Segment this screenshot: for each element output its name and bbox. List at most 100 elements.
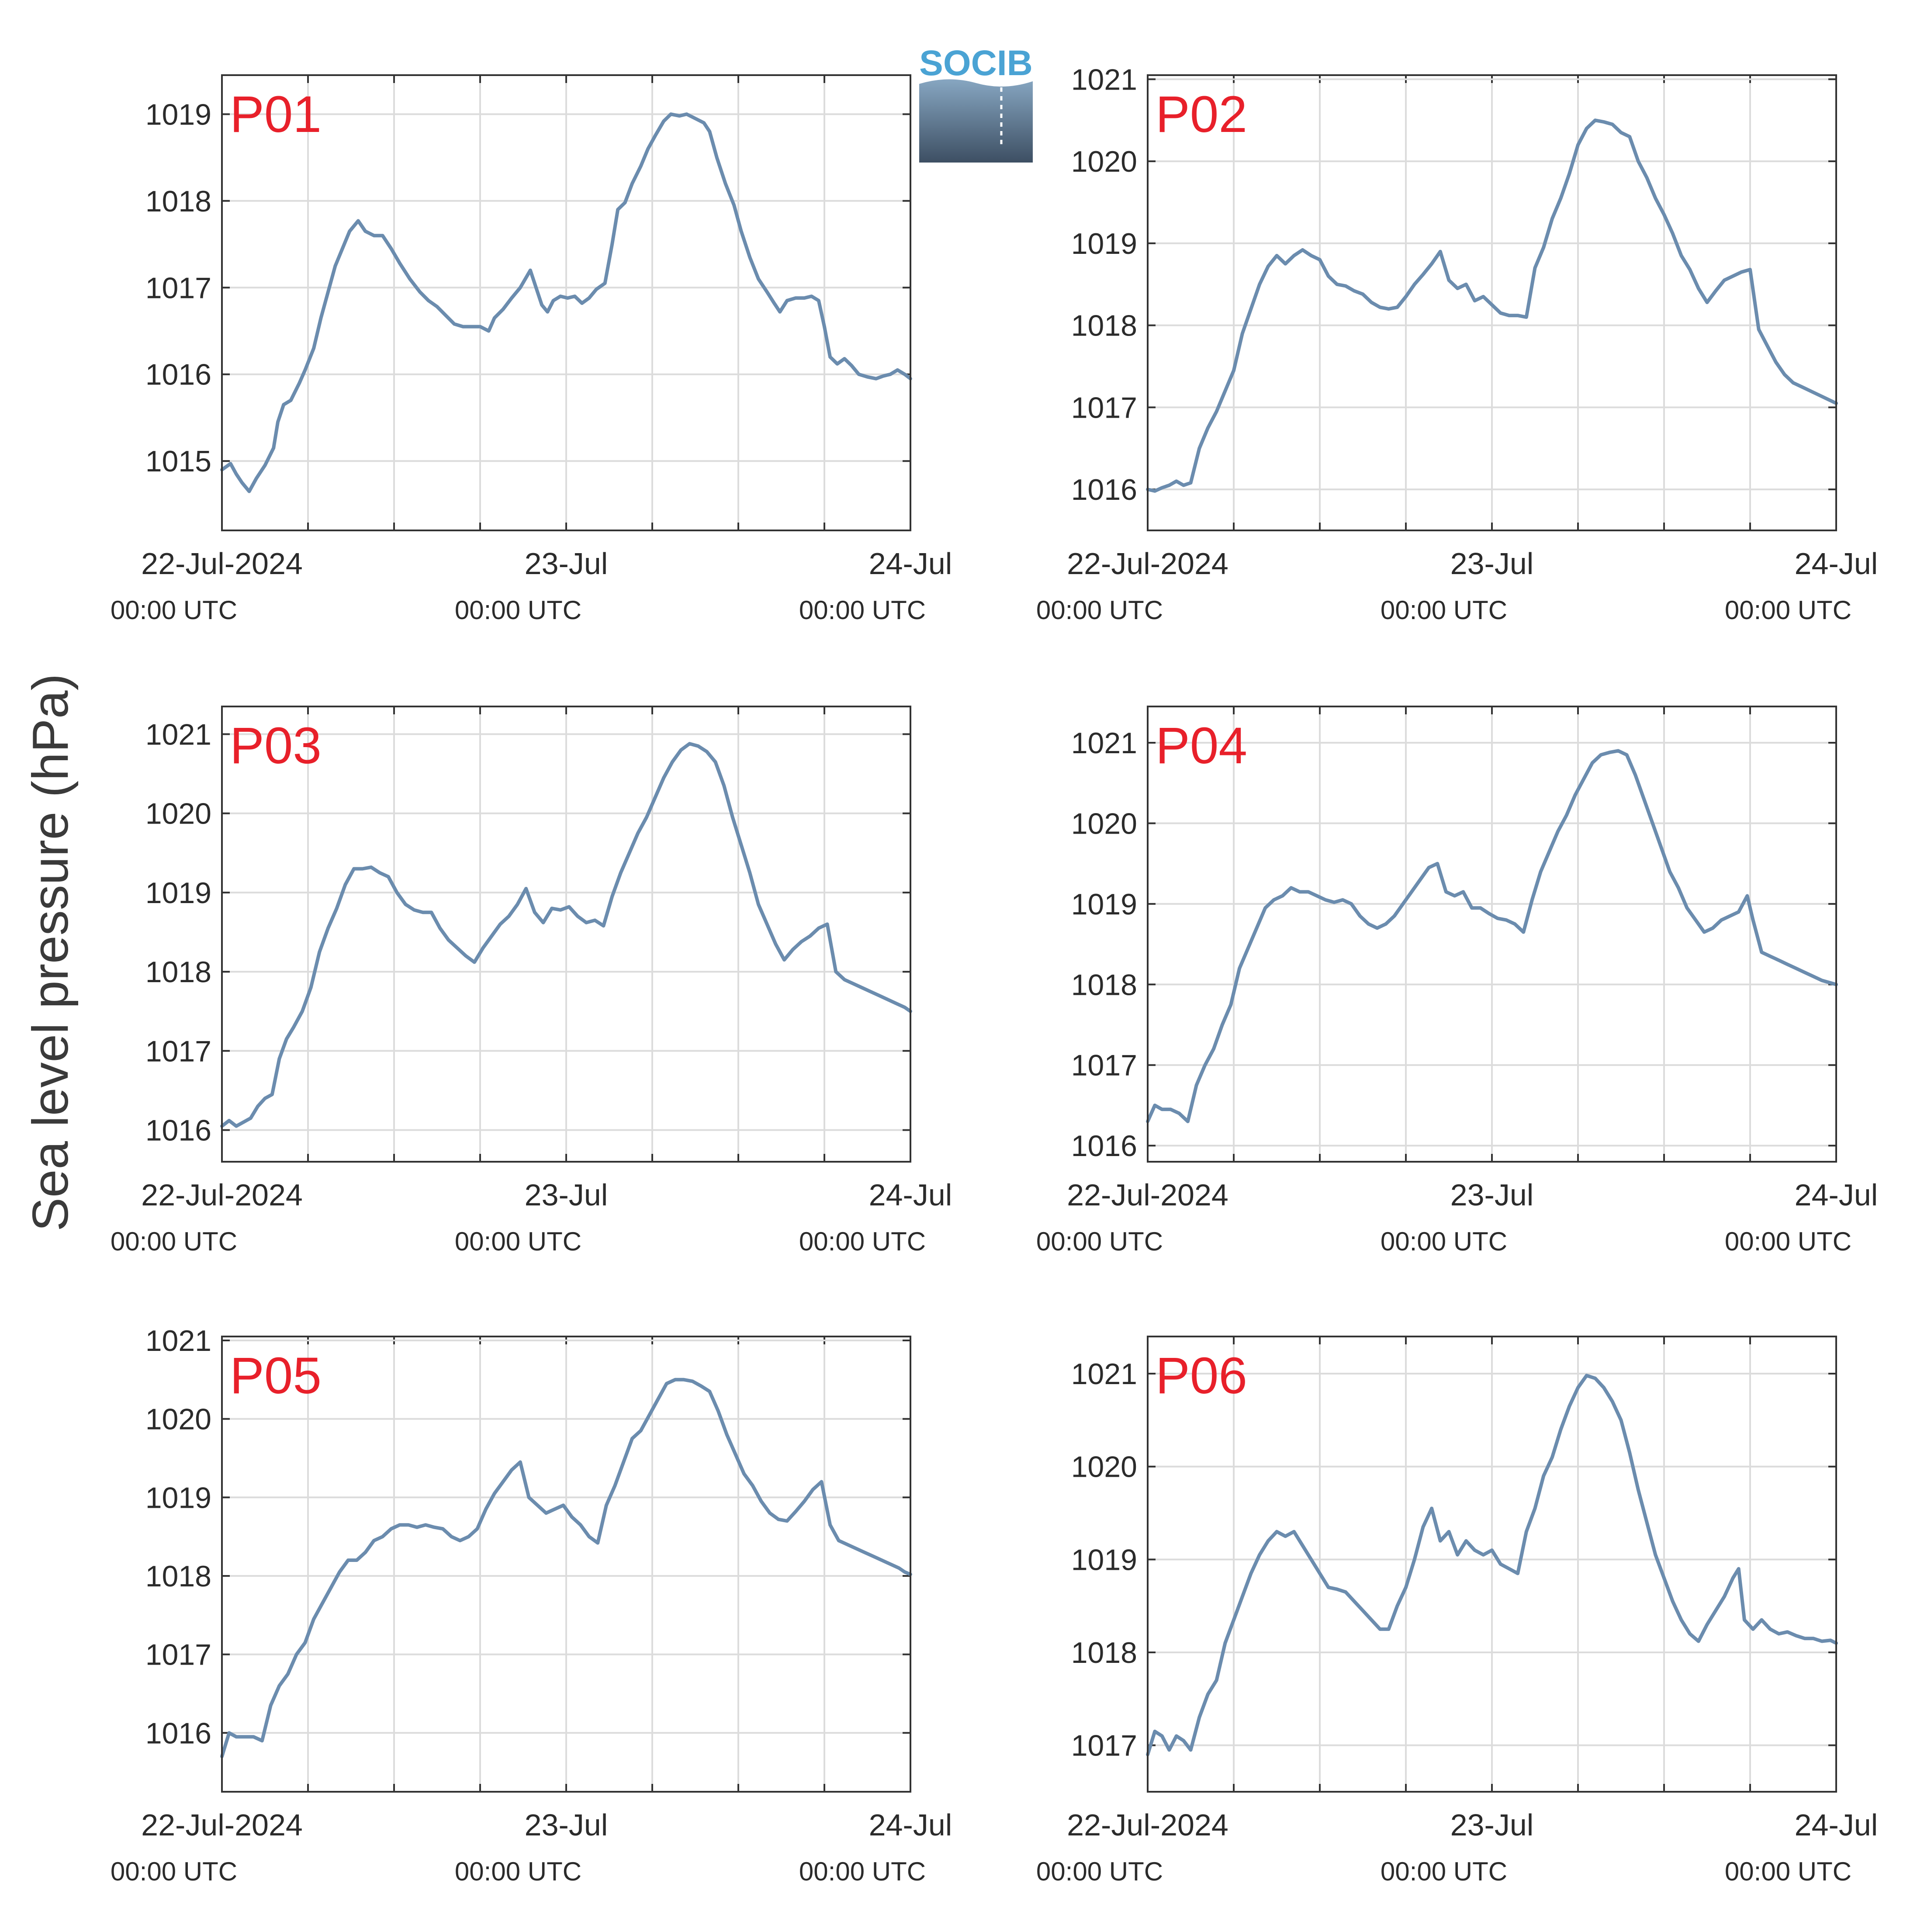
x-tick-label-time: 00:00 UTC: [1381, 596, 1507, 625]
y-tick-label: 1020: [1071, 1451, 1137, 1484]
y-tick-label: 1019: [145, 876, 211, 910]
y-tick-label: 1017: [145, 271, 211, 305]
y-tick-label: 1016: [1071, 1129, 1137, 1163]
y-tick-label: 1019: [1071, 227, 1137, 260]
x-tick-label-time: 00:00 UTC: [111, 1227, 237, 1256]
x-tick-label-date: 23-Jul: [525, 1808, 608, 1842]
y-tick-label: 1016: [145, 358, 211, 391]
y-tick-label: 1017: [145, 1035, 211, 1068]
y-tick-label: 1017: [1071, 1729, 1137, 1762]
x-tick-label-date: 22-Jul-2024: [141, 547, 303, 581]
y-tick-label: 1019: [1071, 888, 1137, 921]
panel-p04: 1016 1017 1018 1019 1020 1021 P04 22-Jul-2024 00…: [1036, 706, 1878, 1256]
panels: 1015 1016 1017 1018 1019 P01 22-Jul-2024 00:00 …: [111, 63, 1878, 1886]
y-tick-label: 1017: [1071, 391, 1137, 424]
x-tick-label-time: 00:00 UTC: [455, 1857, 581, 1886]
y-tick-label: 1019: [145, 98, 211, 131]
y-tick-label: 1016: [145, 1717, 211, 1750]
x-tick-label-date: 24-Jul: [1795, 547, 1878, 581]
x-tick-label-time: 00:00 UTC: [1725, 1857, 1851, 1886]
x-tick-label-date: 24-Jul: [1795, 1808, 1878, 1842]
x-tick-label-date: 24-Jul: [869, 1808, 952, 1842]
x-tick-label-time: 00:00 UTC: [1036, 1227, 1163, 1256]
y-tick-label: 1021: [1071, 727, 1137, 760]
logo-text: SOCIB: [919, 43, 1033, 83]
panel-label: P05: [230, 1347, 322, 1405]
y-tick-label: 1020: [1071, 807, 1137, 840]
y-tick-label: 1021: [145, 1324, 211, 1357]
axes-frame: [1147, 706, 1837, 1163]
y-tick-label: 1019: [145, 1481, 211, 1514]
x-tick-label-date: 24-Jul: [869, 1178, 952, 1212]
axes-frame: [1147, 1336, 1837, 1793]
x-tick-label-time: 00:00 UTC: [1381, 1227, 1507, 1256]
y-tick-label: 1016: [1071, 473, 1137, 506]
x-tick-label-date: 23-Jul: [525, 547, 608, 581]
y-tick-label: 1020: [145, 1403, 211, 1436]
pressure-line: [1146, 1374, 1838, 1756]
x-tick-label-time: 00:00 UTC: [1036, 1857, 1163, 1886]
y-tick-label: 1018: [1071, 1636, 1137, 1669]
panel-label: P01: [230, 86, 322, 143]
y-axis-label: Sea level pressure (hPa): [22, 674, 79, 1232]
x-tick-label-date: 22-Jul-2024: [141, 1808, 303, 1842]
x-tick-label-date: 22-Jul-2024: [1067, 1808, 1228, 1842]
y-tick-label: 1018: [145, 956, 211, 989]
x-tick-label-time: 00:00 UTC: [799, 596, 926, 625]
panel-label: P06: [1156, 1347, 1247, 1405]
panel-p02: 1016 1017 1018 1019 1020 1021 P02 22-Jul-2024 00…: [1036, 63, 1878, 625]
x-tick-label-date: 22-Jul-2024: [141, 1178, 303, 1212]
x-tick-label-date: 22-Jul-2024: [1067, 1178, 1228, 1212]
y-tick-label: 1019: [1071, 1543, 1137, 1576]
axes-frame: [221, 706, 911, 1163]
y-tick-label: 1018: [145, 185, 211, 218]
axes-frame: [221, 1336, 911, 1793]
axes-frame: [221, 74, 911, 531]
panel-label: P03: [230, 717, 322, 775]
y-tick-label: 1015: [145, 445, 211, 478]
panel-p06: 1017 1018 1019 1020 1021 P06 22-Jul-2024 00:00 …: [1036, 1336, 1878, 1886]
socib-logo: SOCIB: [919, 43, 1033, 163]
x-tick-label-time: 00:00 UTC: [455, 1227, 581, 1256]
y-tick-label: 1021: [1071, 1357, 1137, 1391]
x-tick-label-time: 00:00 UTC: [1381, 1857, 1507, 1886]
x-tick-label-time: 00:00 UTC: [111, 1857, 237, 1886]
x-tick-label-date: 24-Jul: [869, 547, 952, 581]
x-tick-label-date: 23-Jul: [525, 1178, 608, 1212]
pressure-line: [1146, 749, 1838, 1123]
x-tick-label-date: 24-Jul: [1795, 1178, 1878, 1212]
panel-p01: 1015 1016 1017 1018 1019 P01 22-Jul-2024 00:00 …: [111, 74, 952, 625]
y-tick-label: 1018: [1071, 968, 1137, 1001]
panel-label: P02: [1156, 86, 1247, 143]
axes-frame: [1147, 74, 1837, 531]
y-tick-label: 1021: [1071, 63, 1137, 96]
pressure-line: [1146, 118, 1838, 493]
x-tick-label-time: 00:00 UTC: [1725, 596, 1851, 625]
x-tick-label-time: 00:00 UTC: [111, 596, 237, 625]
y-tick-label: 1021: [145, 718, 211, 751]
y-tick-label: 1017: [145, 1638, 211, 1672]
panel-p05: 1016 1017 1018 1019 1020 1021 P05 22-Jul-2024 00…: [111, 1324, 952, 1886]
x-tick-label-time: 00:00 UTC: [1036, 596, 1163, 625]
y-tick-label: 1016: [145, 1114, 211, 1147]
x-tick-label-date: 22-Jul-2024: [1067, 547, 1228, 581]
panel-label: P04: [1156, 717, 1247, 775]
y-tick-label: 1020: [1071, 145, 1137, 178]
x-tick-label-date: 23-Jul: [1450, 1178, 1534, 1212]
x-tick-label-time: 00:00 UTC: [455, 596, 581, 625]
pressure-line: [220, 112, 912, 493]
panel-p03: 1016 1017 1018 1019 1020 1021 P03 22-Jul-2024 00…: [111, 706, 952, 1256]
y-tick-label: 1018: [1071, 309, 1137, 343]
pressure-line: [220, 742, 912, 1128]
x-tick-label-time: 00:00 UTC: [799, 1227, 926, 1256]
logo-wave: [919, 70, 1033, 87]
x-tick-label-time: 00:00 UTC: [1725, 1227, 1851, 1256]
x-tick-label-date: 23-Jul: [1450, 547, 1534, 581]
y-tick-label: 1017: [1071, 1049, 1137, 1082]
x-tick-label-time: 00:00 UTC: [799, 1857, 926, 1886]
pressure-line: [220, 1378, 912, 1759]
y-tick-label: 1020: [145, 797, 211, 831]
x-tick-label-date: 23-Jul: [1450, 1808, 1534, 1842]
y-tick-label: 1018: [145, 1560, 211, 1593]
